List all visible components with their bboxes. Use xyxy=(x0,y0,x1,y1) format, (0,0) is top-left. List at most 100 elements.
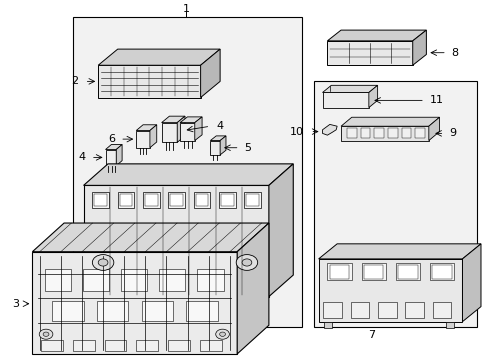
Text: 10: 10 xyxy=(289,127,304,136)
Bar xyxy=(120,194,132,206)
Bar xyxy=(313,81,476,327)
Bar xyxy=(244,192,261,208)
Bar xyxy=(104,340,126,351)
Polygon shape xyxy=(220,136,225,155)
Polygon shape xyxy=(322,93,368,108)
Bar xyxy=(350,302,368,318)
Bar xyxy=(219,192,235,208)
Bar xyxy=(167,340,189,351)
Bar xyxy=(323,302,341,318)
Bar xyxy=(82,269,109,291)
Polygon shape xyxy=(136,125,157,131)
Polygon shape xyxy=(83,185,268,297)
Bar xyxy=(377,302,396,318)
Text: 6: 6 xyxy=(108,134,115,144)
Circle shape xyxy=(242,259,251,266)
Bar xyxy=(395,263,419,280)
Text: 8: 8 xyxy=(451,48,458,58)
Bar xyxy=(363,265,383,279)
Polygon shape xyxy=(98,49,220,65)
Polygon shape xyxy=(116,144,122,166)
Polygon shape xyxy=(161,116,184,123)
Text: 3: 3 xyxy=(12,299,19,309)
Text: 1: 1 xyxy=(182,4,189,14)
Polygon shape xyxy=(322,85,377,93)
Bar xyxy=(360,129,369,138)
Bar xyxy=(168,192,184,208)
Bar xyxy=(387,129,397,138)
Bar xyxy=(373,129,383,138)
Text: 4: 4 xyxy=(216,121,223,131)
Bar xyxy=(118,192,134,208)
Bar xyxy=(195,194,208,206)
Polygon shape xyxy=(368,85,377,108)
Text: 5: 5 xyxy=(244,143,251,153)
Bar xyxy=(142,301,173,321)
Bar xyxy=(414,129,424,138)
Bar xyxy=(186,301,218,321)
Polygon shape xyxy=(340,117,439,126)
Polygon shape xyxy=(327,41,412,65)
Bar xyxy=(94,194,107,206)
Bar xyxy=(145,194,158,206)
Polygon shape xyxy=(210,140,220,155)
Bar xyxy=(44,269,71,291)
Circle shape xyxy=(43,332,49,336)
Polygon shape xyxy=(105,144,122,149)
Bar xyxy=(193,192,210,208)
Circle shape xyxy=(39,329,53,339)
Polygon shape xyxy=(412,30,426,65)
Bar xyxy=(136,340,158,351)
Bar xyxy=(73,17,302,327)
Text: 9: 9 xyxy=(448,129,455,138)
Bar xyxy=(127,297,137,305)
Polygon shape xyxy=(318,244,480,259)
Bar xyxy=(397,265,417,279)
Polygon shape xyxy=(194,117,202,140)
Bar xyxy=(346,129,356,138)
Text: 2: 2 xyxy=(71,76,79,86)
Polygon shape xyxy=(322,125,336,135)
Polygon shape xyxy=(177,116,184,142)
Bar xyxy=(181,267,213,290)
Polygon shape xyxy=(32,252,237,354)
Polygon shape xyxy=(327,30,426,41)
Bar xyxy=(41,340,63,351)
Circle shape xyxy=(219,332,225,336)
Bar xyxy=(92,192,109,208)
Bar xyxy=(327,263,351,280)
Bar xyxy=(121,269,147,291)
Polygon shape xyxy=(210,136,225,140)
Bar xyxy=(224,267,256,290)
Text: 11: 11 xyxy=(429,95,443,105)
Polygon shape xyxy=(150,125,157,148)
Bar xyxy=(139,267,170,290)
Polygon shape xyxy=(161,123,177,142)
Bar xyxy=(52,301,83,321)
Polygon shape xyxy=(268,164,293,297)
Bar xyxy=(329,265,348,279)
Polygon shape xyxy=(98,65,200,98)
Bar xyxy=(361,263,385,280)
Bar xyxy=(96,267,127,290)
Bar xyxy=(199,340,221,351)
Bar xyxy=(249,297,259,305)
Circle shape xyxy=(92,255,114,270)
Bar xyxy=(221,194,233,206)
Bar xyxy=(429,263,453,280)
Bar xyxy=(97,301,128,321)
Polygon shape xyxy=(136,131,150,148)
Polygon shape xyxy=(105,149,116,166)
Polygon shape xyxy=(32,223,268,252)
Circle shape xyxy=(215,329,229,339)
Polygon shape xyxy=(83,164,293,185)
Polygon shape xyxy=(318,259,462,321)
Bar xyxy=(196,269,223,291)
Bar xyxy=(401,129,410,138)
Polygon shape xyxy=(428,117,439,140)
Bar xyxy=(215,297,224,305)
Bar xyxy=(324,321,331,328)
Bar xyxy=(73,340,95,351)
Text: 7: 7 xyxy=(367,330,374,340)
Polygon shape xyxy=(200,49,220,98)
